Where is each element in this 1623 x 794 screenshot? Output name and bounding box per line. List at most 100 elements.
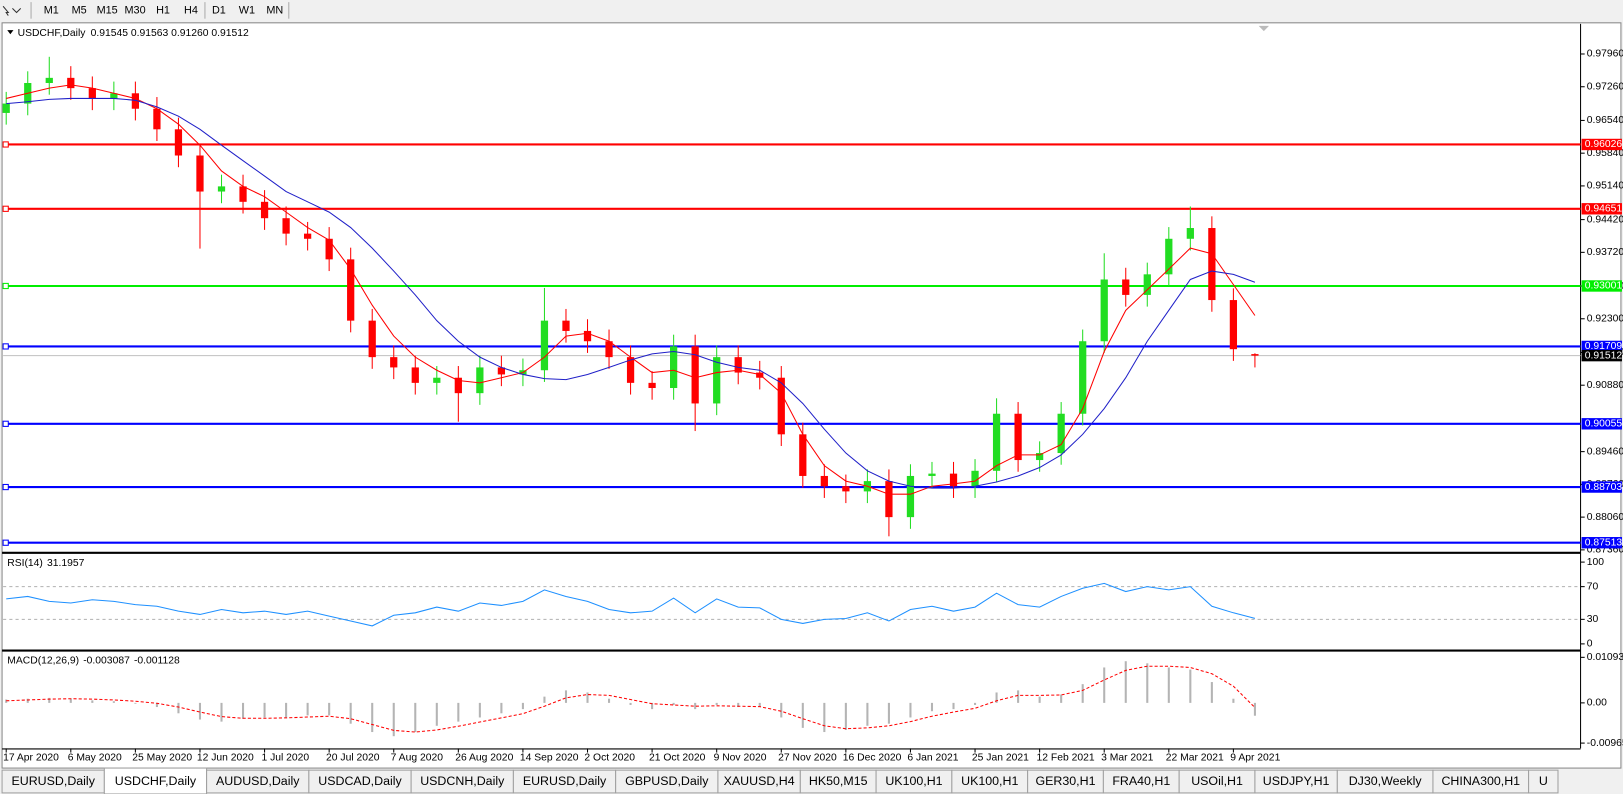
symbol-tab[interactable]: UK100,H1	[875, 769, 953, 794]
y-tick-label: 0.010933	[1587, 652, 1623, 663]
candle-body	[217, 186, 226, 192]
symbol-tab[interactable]: USDCNH,Daily	[410, 769, 514, 794]
macd-bar	[1081, 684, 1084, 703]
symbol-tab[interactable]: XAUUSD,H4	[717, 769, 801, 794]
level-label-box	[1581, 203, 1622, 215]
macd-bar	[220, 702, 223, 722]
symbol-tab[interactable]: U	[1528, 769, 1559, 794]
period-button[interactable]: M5	[72, 4, 87, 16]
macd-bar	[586, 692, 589, 703]
period-button[interactable]: MN	[266, 4, 283, 16]
x-tick-label: 6 Jan 2021	[907, 752, 958, 763]
candle-body	[1143, 274, 1151, 295]
tab-label: USDCNH,Daily	[420, 774, 505, 788]
tab-label: UK100,H1	[885, 774, 942, 788]
candle-body	[648, 382, 656, 389]
candle-body	[928, 473, 936, 476]
symbol-tab[interactable]: EURUSD,Daily	[1, 769, 105, 794]
macd-bar	[1038, 696, 1041, 703]
level-label: 0.93001	[1585, 281, 1623, 292]
candle-body	[1100, 279, 1108, 342]
tab-label: DJ30,Weekly	[1349, 774, 1423, 788]
tab-label: XAUUSD,H4	[724, 774, 795, 788]
chart-menu-arrow[interactable]	[7, 30, 14, 35]
tab-label: CHINA300,H1	[1441, 774, 1520, 788]
candle-body	[454, 377, 462, 394]
level-label: 0.90055	[1585, 419, 1623, 430]
period-button[interactable]: H4	[184, 4, 198, 16]
macd-bar	[478, 702, 481, 718]
candle-body	[1229, 300, 1238, 350]
level-label-box	[1581, 481, 1622, 493]
period-button[interactable]: H1	[156, 4, 170, 16]
symbol-tab[interactable]: USOil,H1	[1178, 769, 1256, 794]
toolbar-icon[interactable]	[2, 5, 22, 16]
tab-label: GBPUSD,Daily	[625, 774, 709, 788]
last-price-box	[1581, 349, 1622, 362]
symbol-tab[interactable]: AUDUSD,Daily	[206, 769, 310, 794]
period-button[interactable]: M30	[125, 4, 146, 16]
period-button[interactable]: M1	[44, 4, 59, 16]
tab-label: USOil,H1	[1191, 774, 1243, 788]
ohlc-readout: 0.91545 0.91563 0.91260 0.91512	[91, 28, 249, 39]
candle-body	[282, 218, 290, 234]
candle-body	[949, 473, 958, 487]
candle-body	[174, 129, 183, 156]
tab-label: U	[1539, 774, 1548, 788]
macd-bar	[26, 698, 29, 703]
macd-bar	[328, 702, 331, 716]
y-tick-label: 0.93720	[1587, 247, 1623, 258]
macd-bar	[91, 700, 94, 703]
y-tick-label: 0.97260	[1587, 81, 1623, 92]
symbol-tab[interactable]: USDJPY,H1	[1254, 769, 1338, 794]
level-anchor	[2, 282, 9, 290]
rsi-header: RSI(14) 31.1957	[7, 558, 84, 569]
symbol-tab[interactable]: USDCHF,Daily	[103, 767, 208, 794]
level-anchor	[2, 343, 9, 350]
symbol-tab[interactable]: CHINA300,H1	[1432, 769, 1530, 794]
rsi-line	[6, 582, 1256, 627]
candle-body	[605, 341, 613, 358]
symbol-tab[interactable]: GER30,H1	[1027, 769, 1104, 794]
candle-body	[583, 330, 592, 342]
level-anchor	[2, 420, 9, 427]
period-label: H1	[156, 4, 170, 16]
candle-body	[992, 413, 1001, 471]
macd-bar	[48, 697, 51, 703]
x-tick-label: 7 Aug 2020	[391, 752, 444, 763]
candle-body	[88, 88, 96, 99]
y-tick-label: 0.00	[1587, 698, 1607, 709]
symbol-tab[interactable]: USDCAD,Daily	[308, 769, 412, 794]
period-button[interactable]: M15	[97, 4, 118, 16]
macd-bar	[844, 702, 847, 730]
symbol-tab[interactable]: EURUSD,Daily	[512, 769, 617, 794]
x-tick-label: 27 Nov 2020	[778, 752, 837, 763]
period-label: M5	[72, 4, 87, 16]
moving-average	[6, 84, 1256, 495]
macd-bar	[543, 696, 546, 703]
symbol-tab[interactable]: HK50,M15	[799, 769, 877, 794]
candle-body	[411, 367, 419, 383]
macd-bar	[349, 702, 352, 724]
candle-body	[131, 93, 140, 109]
macd-bar	[435, 702, 438, 726]
x-tick-label: 22 Mar 2021	[1166, 752, 1224, 763]
symbol-tab[interactable]: UK100,H1	[951, 769, 1029, 794]
macd-bar	[521, 702, 524, 710]
y-tick-label: 0.90880	[1587, 380, 1623, 391]
tab-label: USDCHF,Daily	[115, 774, 197, 788]
candle-body	[1208, 228, 1216, 301]
period-label: D1	[212, 4, 226, 16]
symbol-tab[interactable]: FRA40,H1	[1102, 769, 1180, 794]
candle-body	[304, 233, 312, 239]
period-button[interactable]: W1	[239, 4, 255, 16]
macd-bar	[1103, 667, 1106, 703]
symbol-tab[interactable]: DJ30,Weekly	[1336, 769, 1434, 794]
period-button[interactable]: D1	[212, 4, 226, 16]
symbol-tab[interactable]: GBPUSD,Daily	[615, 769, 719, 794]
y-tick-label: 0.92300	[1587, 314, 1623, 325]
x-tick-label: 17 Apr 2020	[3, 752, 59, 763]
x-tick-label: 9 Apr 2021	[1230, 752, 1280, 763]
